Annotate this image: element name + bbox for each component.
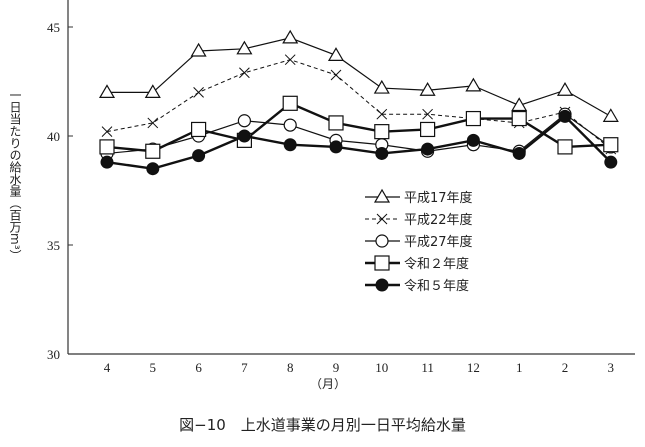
x-tick-label: 12 [467,360,480,375]
legend-item: 平成17年度 [365,188,473,206]
legend-item: 平成22年度 [365,212,473,228]
x-stroke [193,87,204,98]
x-stroke [239,67,250,79]
y-tick-label: 35 [47,238,60,253]
data-point [422,108,433,120]
data-point [602,108,619,122]
x-tick-label: 1 [516,360,523,375]
data-point [282,29,299,44]
data-point [420,121,436,138]
x-stroke [101,126,113,137]
x-tick-label: 7 [241,360,248,375]
data-point [465,77,482,92]
legend-marker [375,234,389,248]
data-point [145,143,161,159]
data-point [512,146,526,160]
x-stroke [376,108,388,120]
data-point [283,138,297,152]
series-4 [100,109,618,176]
legend-label: 平成27年度 [404,234,473,250]
x-tick-label: 3 [608,360,615,375]
data-point [329,140,343,154]
series-line [106,59,612,150]
data-point [421,142,435,156]
data-point [100,155,114,169]
series-0 [98,29,619,122]
legend-label: 令和５年度 [404,278,469,294]
y-tick-label: 30 [47,347,60,362]
data-point [283,118,297,132]
series-2 [100,107,618,161]
data-point [375,146,389,160]
data-point [193,87,204,98]
data-point [284,54,296,66]
legend-marker [375,278,389,292]
data-point [557,139,573,155]
data-point [604,155,618,169]
legend-marker [374,255,390,271]
x-stroke [284,54,296,66]
data-point [144,84,161,99]
x-axis-label: （月） [310,377,347,391]
data-point [237,129,251,143]
data-point [239,67,250,79]
x-tick-label: 6 [195,360,202,375]
x-tick-label: 5 [150,360,157,375]
data-point [192,149,206,163]
data-point [603,137,619,153]
y-tick-label: 40 [47,129,60,144]
data-point [236,40,253,55]
data-point [147,117,159,129]
series-line [106,114,612,170]
data-point [373,79,390,94]
legend-item: 平成27年度 [365,234,473,250]
x-stroke [330,69,342,81]
x-stroke [147,117,159,129]
series-line [106,113,612,155]
chart-title: 図−10 上水道事業の月別一日平均給水量 [179,416,466,434]
data-point [466,133,480,147]
legend-label: 令和２年度 [404,256,469,272]
data-point [98,84,116,99]
data-point [237,114,251,128]
x-tick-label: 2 [562,360,569,375]
data-point [376,108,388,120]
x-tick-label: 8 [287,360,294,375]
data-point [146,162,160,176]
y-axis-label: 一日当たりの給水量（百万m³） [8,88,22,262]
data-point [191,121,207,138]
x-tick-label: 11 [421,360,434,375]
data-point [419,82,436,96]
data-point [330,69,342,81]
data-point [190,42,207,57]
data-point [374,124,390,140]
x-stroke [422,108,433,120]
data-point [282,95,298,111]
data-point [327,47,345,61]
data-point [556,82,574,96]
legend-marker [376,213,388,225]
y-tick-label: 45 [47,20,60,35]
legend-marker [373,188,391,203]
data-point [99,139,115,155]
data-point [511,97,528,112]
data-point [511,110,527,127]
data-point [101,126,113,137]
series-line [106,101,611,153]
x-stroke [376,213,388,225]
x-tick-label: 10 [375,360,388,375]
legend-label: 平成17年度 [404,190,473,206]
data-point [465,110,481,127]
legend-item: 令和５年度 [365,278,469,294]
legend-item: 令和２年度 [365,255,469,272]
legend-label: 平成22年度 [404,212,473,228]
data-point [328,115,344,131]
series-line [107,37,612,117]
x-tick-label: 9 [333,360,340,375]
data-point [558,109,572,123]
x-tick-label: 4 [104,360,111,375]
